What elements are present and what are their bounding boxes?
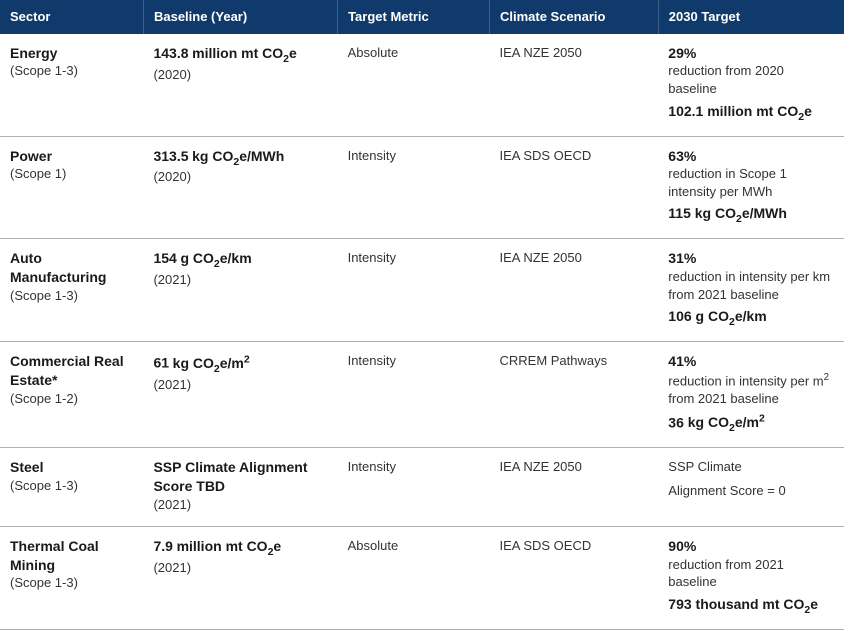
- cell-metric: Intensity: [338, 239, 490, 342]
- cell-sector: Steel (Scope 1-3): [0, 448, 143, 526]
- table-body: Energy (Scope 1-3) 143.8 million mt CO2e…: [0, 34, 844, 630]
- target-desc: reduction in intensity per km from 2021 …: [668, 268, 834, 303]
- target-abs: 793 thousand mt CO2e: [668, 595, 834, 617]
- cell-sector: Auto Manufacturing (Scope 1-3): [0, 239, 143, 342]
- cell-baseline: 7.9 million mt CO2e (2021): [143, 526, 337, 629]
- target-abs: 106 g CO2e/km: [668, 307, 834, 329]
- sector-scope: (Scope 1): [10, 165, 133, 183]
- sector-name: Energy: [10, 44, 133, 63]
- target-line1: SSP Climate: [668, 458, 834, 476]
- target-desc: reduction in intensity per m2 from 2021 …: [668, 371, 834, 407]
- target-line2: Alignment Score = 0: [668, 482, 834, 500]
- cell-baseline: 154 g CO2e/km (2021): [143, 239, 337, 342]
- cell-target: 90% reduction from 2021 baseline 793 tho…: [658, 526, 844, 629]
- cell-baseline: 143.8 million mt CO2e (2020): [143, 34, 337, 136]
- target-pct: 29%: [668, 45, 696, 61]
- cell-baseline: 313.5 kg CO2e/MWh (2020): [143, 136, 337, 239]
- baseline-year: (2021): [153, 559, 327, 577]
- sector-name: Steel: [10, 458, 133, 477]
- target-pct: 63%: [668, 148, 696, 164]
- baseline-year: (2021): [153, 271, 327, 289]
- sector-scope: (Scope 1-2): [10, 390, 133, 408]
- baseline-year: (2020): [153, 168, 327, 186]
- baseline-year: (2021): [153, 376, 327, 394]
- baseline-value: 154: [153, 250, 176, 266]
- cell-target: 31% reduction in intensity per km from 2…: [658, 239, 844, 342]
- baseline-value: 143.8: [153, 45, 188, 61]
- sector-scope: (Scope 1-3): [10, 62, 133, 80]
- cell-scenario: IEA NZE 2050: [489, 448, 658, 526]
- cell-baseline: SSP Climate Alignment Score TBD (2021): [143, 448, 337, 526]
- baseline-year: (2021): [153, 496, 327, 514]
- cell-target: SSP Climate Alignment Score = 0: [658, 448, 844, 526]
- sector-scope: (Scope 1-3): [10, 477, 133, 495]
- baseline-unit: million mt CO2e: [192, 45, 297, 61]
- target-desc: reduction from 2021 baseline: [668, 556, 834, 591]
- baseline-value: 313.5: [153, 148, 188, 164]
- cell-metric: Intensity: [338, 448, 490, 526]
- sector-scope: (Scope 1-3): [10, 287, 133, 305]
- table: Sector Baseline (Year) Target Metric Cli…: [0, 0, 844, 630]
- baseline-text: SSP Climate Alignment Score TBD: [153, 458, 327, 496]
- target-pct: 31%: [668, 250, 696, 266]
- cell-scenario: IEA NZE 2050: [489, 239, 658, 342]
- col-sector: Sector: [0, 0, 143, 34]
- col-metric: Target Metric: [338, 0, 490, 34]
- sector-scope: (Scope 1-3): [10, 574, 133, 592]
- cell-scenario: IEA SDS OECD: [489, 526, 658, 629]
- emissions-targets-table: Sector Baseline (Year) Target Metric Cli…: [0, 0, 844, 630]
- cell-scenario: CRREM Pathways: [489, 342, 658, 448]
- target-desc: reduction in Scope 1 intensity per MWh: [668, 165, 834, 200]
- baseline-unit: million mt CO2e: [177, 538, 282, 554]
- table-header: Sector Baseline (Year) Target Metric Cli…: [0, 0, 844, 34]
- baseline-unit: kg CO2e/MWh: [192, 148, 284, 164]
- baseline-unit: g CO2e/km: [180, 250, 251, 266]
- cell-sector: Commercial Real Estate* (Scope 1-2): [0, 342, 143, 448]
- table-row: Energy (Scope 1-3) 143.8 million mt CO2e…: [0, 34, 844, 136]
- cell-target: 29% reduction from 2020 baseline 102.1 m…: [658, 34, 844, 136]
- target-pct: 41%: [668, 353, 696, 369]
- table-row: Power (Scope 1) 313.5 kg CO2e/MWh (2020)…: [0, 136, 844, 239]
- cell-sector: Energy (Scope 1-3): [0, 34, 143, 136]
- baseline-year: (2020): [153, 66, 327, 84]
- target-pct: 90%: [668, 538, 696, 554]
- cell-target: 63% reduction in Scope 1 intensity per M…: [658, 136, 844, 239]
- target-abs: 36 kg CO2e/m2: [668, 412, 834, 436]
- baseline-value: 61: [153, 355, 169, 371]
- cell-scenario: IEA NZE 2050: [489, 34, 658, 136]
- cell-metric: Absolute: [338, 526, 490, 629]
- target-abs: 115 kg CO2e/MWh: [668, 204, 834, 226]
- baseline-unit: kg CO2e/m2: [173, 355, 250, 371]
- cell-metric: Absolute: [338, 34, 490, 136]
- cell-sector: Thermal Coal Mining (Scope 1-3): [0, 526, 143, 629]
- table-row: Commercial Real Estate* (Scope 1-2) 61 k…: [0, 342, 844, 448]
- cell-metric: Intensity: [338, 342, 490, 448]
- table-row: Auto Manufacturing (Scope 1-3) 154 g CO2…: [0, 239, 844, 342]
- sector-name: Power: [10, 147, 133, 166]
- target-abs: 102.1 million mt CO2e: [668, 102, 834, 124]
- cell-baseline: 61 kg CO2e/m2 (2021): [143, 342, 337, 448]
- cell-metric: Intensity: [338, 136, 490, 239]
- sector-name: Thermal Coal Mining: [10, 537, 133, 575]
- cell-scenario: IEA SDS OECD: [489, 136, 658, 239]
- col-scenario: Climate Scenario: [489, 0, 658, 34]
- sector-name: Auto Manufacturing: [10, 249, 133, 287]
- col-target: 2030 Target: [658, 0, 844, 34]
- cell-target: 41% reduction in intensity per m2 from 2…: [658, 342, 844, 448]
- cell-sector: Power (Scope 1): [0, 136, 143, 239]
- sector-name: Commercial Real Estate*: [10, 352, 133, 390]
- table-row: Thermal Coal Mining (Scope 1-3) 7.9 mill…: [0, 526, 844, 629]
- target-desc: reduction from 2020 baseline: [668, 62, 834, 97]
- baseline-value: 7.9: [153, 538, 172, 554]
- table-row: Steel (Scope 1-3) SSP Climate Alignment …: [0, 448, 844, 526]
- col-baseline: Baseline (Year): [143, 0, 337, 34]
